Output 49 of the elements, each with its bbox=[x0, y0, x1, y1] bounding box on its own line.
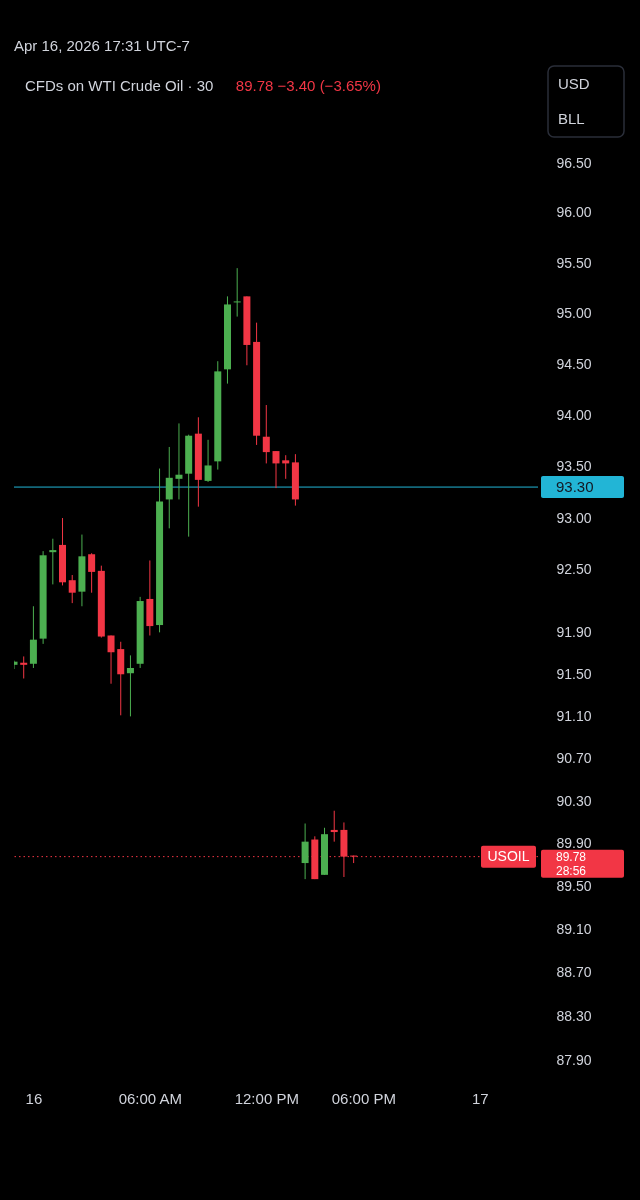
y-tick-label: 93.50 bbox=[556, 457, 592, 474]
y-tick-label: 96.50 bbox=[556, 154, 592, 171]
y-tick-label: 91.10 bbox=[556, 707, 592, 724]
chart-title: CFDs on WTI Crude Oil · 30 bbox=[25, 77, 214, 94]
candlestick bbox=[107, 634, 115, 685]
y-tick-label: 88.30 bbox=[556, 1007, 592, 1024]
y-tick-label: 88.70 bbox=[556, 964, 592, 981]
y-tick-label: 92.50 bbox=[556, 561, 592, 578]
text: 89.78 bbox=[556, 849, 587, 864]
y-tick-label: 90.30 bbox=[556, 792, 592, 809]
x-tick-label: 16 bbox=[25, 1089, 43, 1107]
ref-line-label: USOIL bbox=[487, 847, 530, 864]
candlestick bbox=[233, 267, 241, 318]
text: USD bbox=[558, 75, 590, 92]
y-tick-label: 89.50 bbox=[556, 878, 592, 895]
text: 28:56 bbox=[556, 863, 587, 878]
text: 93.30 bbox=[556, 478, 594, 496]
candlestick bbox=[262, 404, 270, 464]
candlestick bbox=[204, 439, 212, 483]
y-tick-label: 94.00 bbox=[556, 406, 592, 423]
candlestick bbox=[175, 422, 183, 500]
candlestick bbox=[88, 552, 96, 594]
y-tick-label: 95.00 bbox=[556, 305, 592, 322]
y-tick-label: 89.10 bbox=[556, 921, 592, 938]
y-tick-label: 87.90 bbox=[556, 1051, 592, 1068]
chart-subtitle: 89.78 −3.40 (−3.65%) bbox=[235, 77, 381, 94]
y-tick-label: 89.90 bbox=[556, 835, 592, 852]
text: BLL bbox=[558, 110, 585, 127]
candlestick bbox=[330, 810, 338, 843]
candlestick bbox=[20, 655, 28, 679]
candlestick bbox=[165, 446, 173, 529]
y-tick-label: 95.50 bbox=[556, 254, 592, 271]
y-tick-label: 93.00 bbox=[556, 509, 592, 526]
y-tick-label: 91.50 bbox=[556, 665, 592, 682]
candlestick bbox=[301, 823, 309, 880]
y-tick-label: 96.00 bbox=[556, 204, 592, 221]
x-tick-label: 06:00 PM bbox=[331, 1089, 396, 1107]
y-tick-label: 94.50 bbox=[556, 355, 592, 372]
x-tick-label: 12:00 PM bbox=[234, 1089, 299, 1107]
candlestick bbox=[49, 538, 57, 585]
y-tick-label: 91.90 bbox=[556, 623, 592, 640]
candlestick bbox=[68, 574, 76, 604]
text: Apr 16, 2026 17:31 UTC-7 bbox=[14, 37, 190, 54]
candlestick bbox=[126, 654, 134, 717]
candlestick bbox=[272, 450, 280, 489]
x-tick-label: 17 bbox=[471, 1089, 489, 1107]
x-tick-label: 06:00 AM bbox=[118, 1089, 183, 1107]
candlestick bbox=[282, 454, 290, 480]
y-tick-label: 90.70 bbox=[556, 750, 592, 767]
